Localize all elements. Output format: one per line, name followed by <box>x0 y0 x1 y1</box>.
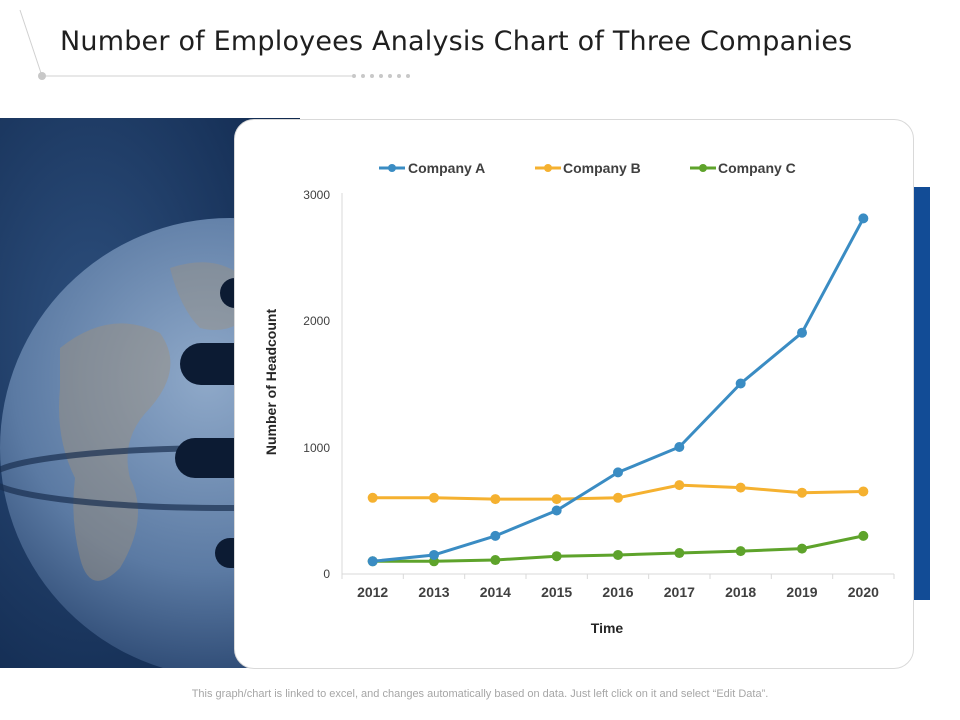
data-point-company-c-2015[interactable] <box>551 551 562 562</box>
data-point-company-b-2013[interactable] <box>429 492 439 503</box>
x-axis-title: Time <box>591 620 624 636</box>
page-title: Number of Employees Analysis Chart of Th… <box>60 26 853 57</box>
x-tick-label: 2013 <box>418 584 449 600</box>
line-chart: Company A Company B Company C 0 1000 200… <box>263 160 895 636</box>
y-tick-label: 0 <box>323 567 330 581</box>
legend-label: Company C <box>718 160 796 176</box>
data-point-company-b-2020[interactable] <box>858 486 869 497</box>
data-point-company-a-2019[interactable] <box>797 327 807 338</box>
y-tick-label: 2000 <box>303 314 330 328</box>
data-point-company-a-2018[interactable] <box>735 378 746 389</box>
y-tick-label: 1000 <box>303 441 330 455</box>
data-point-company-b-2012[interactable] <box>367 492 378 503</box>
x-tick-label: 2014 <box>480 584 511 600</box>
series-company-c <box>367 530 869 567</box>
y-tick-label: 3000 <box>303 188 330 202</box>
series-layer <box>367 213 869 567</box>
data-point-company-c-2018[interactable] <box>735 546 746 557</box>
data-point-company-c-2017[interactable] <box>674 548 685 559</box>
x-tick-label: 2018 <box>725 584 756 600</box>
data-point-company-a-2015[interactable] <box>551 505 562 516</box>
data-point-company-a-2020[interactable] <box>858 213 869 224</box>
data-point-company-c-2019[interactable] <box>797 543 807 554</box>
legend-label: Company B <box>563 160 641 176</box>
data-point-company-c-2014[interactable] <box>490 555 501 566</box>
series-company-b <box>367 480 869 505</box>
data-point-company-b-2019[interactable] <box>797 487 807 498</box>
x-tick-label: 2012 <box>357 584 388 600</box>
legend: Company A Company B Company C <box>379 160 796 176</box>
data-point-company-a-2016[interactable] <box>613 467 623 478</box>
legend-label: Company A <box>408 160 485 176</box>
x-tick-label: 2020 <box>848 584 879 600</box>
x-axis: 2012 2013 2014 2015 2016 2017 2018 2019 … <box>341 574 895 600</box>
data-point-company-a-2014[interactable] <box>490 530 501 541</box>
x-tick-label: 2019 <box>786 584 817 600</box>
footer-note: This graph/chart is linked to excel, and… <box>191 688 769 700</box>
data-point-company-c-2016[interactable] <box>613 549 623 560</box>
legend-item-company-c[interactable]: Company C <box>690 160 796 176</box>
data-point-company-a-2017[interactable] <box>674 442 685 452</box>
data-point-company-b-2018[interactable] <box>735 482 746 493</box>
data-point-company-c-2020[interactable] <box>858 530 869 541</box>
data-point-company-b-2014[interactable] <box>490 494 501 505</box>
data-point-company-b-2016[interactable] <box>613 492 623 503</box>
legend-item-company-a[interactable]: Company A <box>379 160 485 176</box>
x-tick-label: 2016 <box>602 584 633 600</box>
legend-item-company-b[interactable]: Company B <box>535 160 641 176</box>
x-tick-label: 2015 <box>541 584 572 600</box>
series-company-a <box>367 213 869 567</box>
data-point-company-b-2015[interactable] <box>551 494 562 505</box>
data-point-company-a-2013[interactable] <box>429 549 439 560</box>
chart-card <box>234 119 914 669</box>
data-point-company-b-2017[interactable] <box>674 480 685 491</box>
data-point-company-a-2012[interactable] <box>367 556 378 567</box>
y-axis-title: Number of Headcount <box>263 309 279 456</box>
x-tick-label: 2017 <box>664 584 695 600</box>
series-line-company-a <box>372 217 865 563</box>
y-axis: 0 1000 2000 3000 <box>303 188 343 581</box>
header-decoration <box>19 9 410 80</box>
